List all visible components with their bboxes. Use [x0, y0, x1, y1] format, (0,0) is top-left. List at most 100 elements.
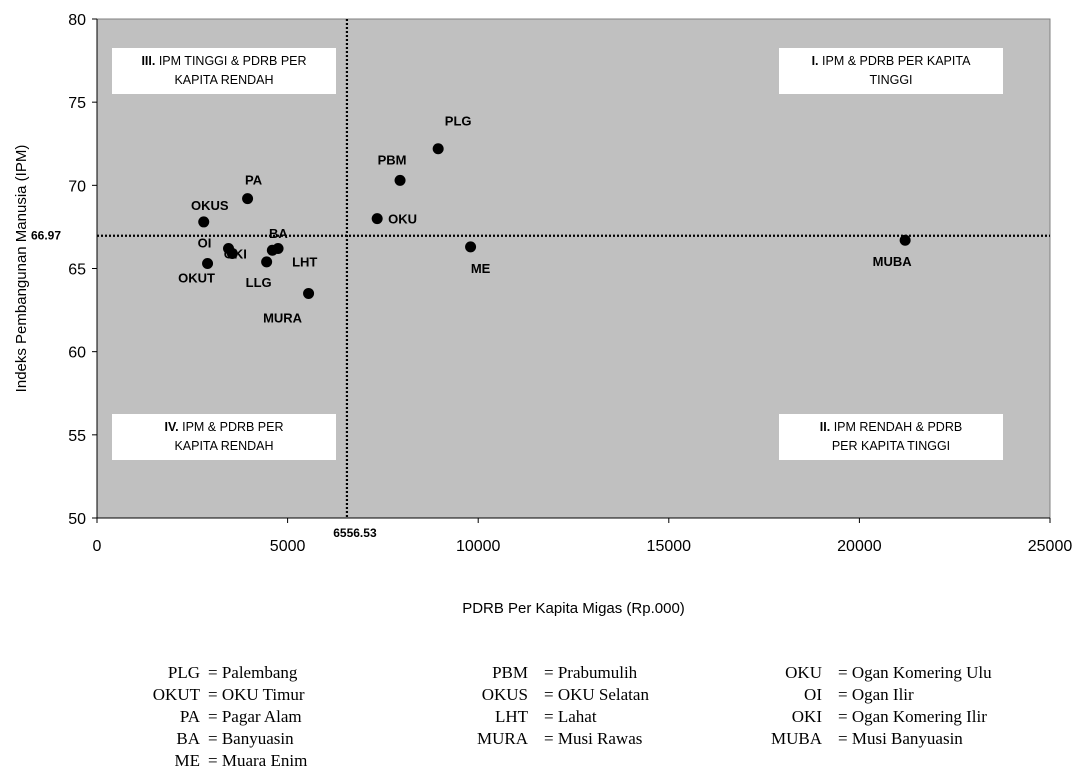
quadrant-box	[779, 48, 1003, 94]
legend-abbr: BA	[176, 729, 200, 748]
quadrant-bottom-left: IV. IPM & PDRB PER KAPITA RENDAH	[112, 414, 336, 460]
point-plg	[432, 143, 444, 155]
ref-label-y: 66.97	[31, 229, 61, 243]
x-tick-label: 15000	[647, 538, 692, 555]
y-tick-label: 55	[68, 428, 86, 445]
legend-item-okus: OKUS = OKU Selatan	[0, 684, 1079, 706]
quadrant-bottom-right: II. IPM RENDAH & PDRB PER KAPITA TINGGI	[779, 414, 1003, 460]
abbreviation-legend: PLG = Palembang PBM = Prabumulih OKU = Ogan K…	[0, 662, 1079, 778]
y-axis-label: Indeks Pembangunan Manusia (IPM)	[13, 145, 30, 393]
legend-name: = Musi Banyuasin	[838, 729, 963, 748]
point-label-mura: MURA	[263, 310, 303, 325]
quadrant-box	[779, 414, 1003, 460]
y-tick-label: 75	[68, 95, 86, 112]
point-okut	[202, 258, 214, 270]
legend-item-oki: OKI = Ogan Komering Ilir	[0, 706, 1079, 728]
point-pa	[242, 193, 254, 205]
point-pbm	[394, 174, 406, 186]
legend-item-pa: PA = Pagar Alam	[0, 706, 1079, 728]
reference-lines: 6556.53 66.97	[31, 19, 1050, 540]
y-tick-label: 60	[68, 345, 86, 362]
point-label-oi: OI	[198, 236, 212, 251]
legend-item-muba: MUBA = Musi Banyuasin	[0, 728, 1079, 750]
point-oku	[371, 213, 383, 225]
y-tick-label: 65	[68, 262, 86, 279]
point-label-okut: OKUT	[178, 271, 215, 286]
legend-name: = Lahat	[544, 707, 597, 726]
legend-abbr: PBM	[492, 663, 528, 682]
data-points: PLG PBM OKU ME MUBA PA OKUS OI OKI OKUT BA LHT LLG MU…	[178, 114, 912, 326]
point-mura	[303, 287, 315, 299]
legend-item-mura: MURA = Musi Rawas	[0, 728, 1079, 750]
quadrant-box	[112, 48, 336, 94]
legend-name: = OKU Selatan	[544, 685, 649, 704]
quadrant-subtitle: TINGGI	[869, 73, 912, 87]
quadrant-subtitle: PER KAPITA TINGGI	[832, 439, 950, 453]
legend-name: = Muara Enim	[208, 751, 308, 770]
legend-abbr: OKU	[785, 663, 822, 682]
point-label-lht: LHT	[292, 255, 317, 270]
legend-abbr: MURA	[476, 729, 528, 748]
quadrant-subtitle: KAPITA RENDAH	[174, 73, 273, 87]
legend-abbr: OKUS	[481, 685, 528, 704]
quadrant-title: III. IPM TINGGI & PDRB PER	[141, 54, 306, 68]
legend-item-plg: PLG = Palembang	[0, 662, 1079, 684]
scatter-chart: 6556.53 66.97 III. IPM TINGGI & PDRB PER K…	[13, 12, 1072, 617]
legend-name: = Pagar Alam	[208, 707, 302, 726]
point-lht	[272, 243, 284, 255]
x-axis-label: PDRB Per Kapita Migas (Rp.000)	[462, 600, 685, 617]
legend-name: = Prabumulih	[544, 663, 638, 682]
legend-abbr: MUBA	[770, 729, 822, 748]
legend-item-pbm: PBM = Prabumulih	[0, 662, 1079, 684]
x-tick-label: 25000	[1028, 538, 1073, 555]
point-label-muba: MUBA	[873, 254, 913, 269]
legend-abbr: LHT	[494, 707, 528, 726]
legend-item-lht: LHT = Lahat	[0, 706, 1079, 728]
x-tick-label: 5000	[270, 538, 306, 555]
quadrant-top-right: I. IPM & PDRB PER KAPITA TINGGI	[779, 48, 1003, 94]
ref-label-x: 6556.53	[333, 526, 377, 540]
quadrant-top-left: III. IPM TINGGI & PDRB PER KAPITA RENDAH	[112, 48, 336, 94]
legend-item-me: ME = Muara Enim	[0, 750, 1079, 772]
quadrant-title: I. IPM & PDRB PER KAPITA	[812, 54, 972, 68]
x-tick-label: 0	[93, 538, 102, 555]
legend-abbr: PA	[179, 707, 200, 726]
point-muba	[899, 234, 911, 246]
legend-name: = Palembang	[208, 663, 298, 682]
legend-abbr: OI	[804, 685, 822, 704]
legend-name: = OKU Timur	[208, 685, 305, 704]
point-label-oki: OKI	[224, 247, 247, 262]
legend-abbr: OKUT	[152, 685, 200, 704]
axes: 0 5000 10000 15000 20000 25000 50 55 60 65 70 75 80	[68, 12, 1072, 555]
y-tick-label: 70	[68, 178, 86, 195]
point-label-okus: OKUS	[191, 198, 229, 213]
legend-abbr: OKI	[791, 707, 822, 726]
legend-name: = Ogan Komering Ulu	[838, 663, 992, 682]
point-label-ba: BA	[269, 226, 288, 241]
point-label-pa: PA	[245, 173, 263, 188]
point-label-llg: LLG	[246, 275, 272, 290]
point-oki	[226, 248, 238, 260]
legend-name: = Banyuasin	[208, 729, 294, 748]
point-label-me: ME	[471, 261, 491, 276]
point-label-plg: PLG	[445, 114, 472, 129]
point-me	[465, 241, 477, 253]
quadrant-title: II. IPM RENDAH & PDRB	[820, 420, 962, 434]
legend-name: = Ogan Ilir	[838, 685, 914, 704]
point-okus	[198, 216, 210, 228]
legend-item-ba: BA = Banyuasin	[0, 728, 1079, 750]
legend-abbr: PLG	[167, 663, 200, 682]
quadrant-subtitle: KAPITA RENDAH	[174, 439, 273, 453]
x-tick-label: 20000	[837, 538, 882, 555]
legend-abbr: ME	[174, 751, 201, 770]
point-llg	[261, 256, 273, 268]
legend-item-oi: OI = Ogan Ilir	[0, 684, 1079, 706]
quadrant-box	[112, 414, 336, 460]
legend-name: = Ogan Komering Ilir	[838, 707, 987, 726]
point-label-pbm: PBM	[378, 152, 407, 167]
y-tick-label: 80	[68, 12, 86, 29]
legend-name: = Musi Rawas	[544, 729, 643, 748]
legend-item-okut: OKUT = OKU Timur	[0, 684, 1079, 706]
quadrant-title: IV. IPM & PDRB PER	[164, 420, 283, 434]
